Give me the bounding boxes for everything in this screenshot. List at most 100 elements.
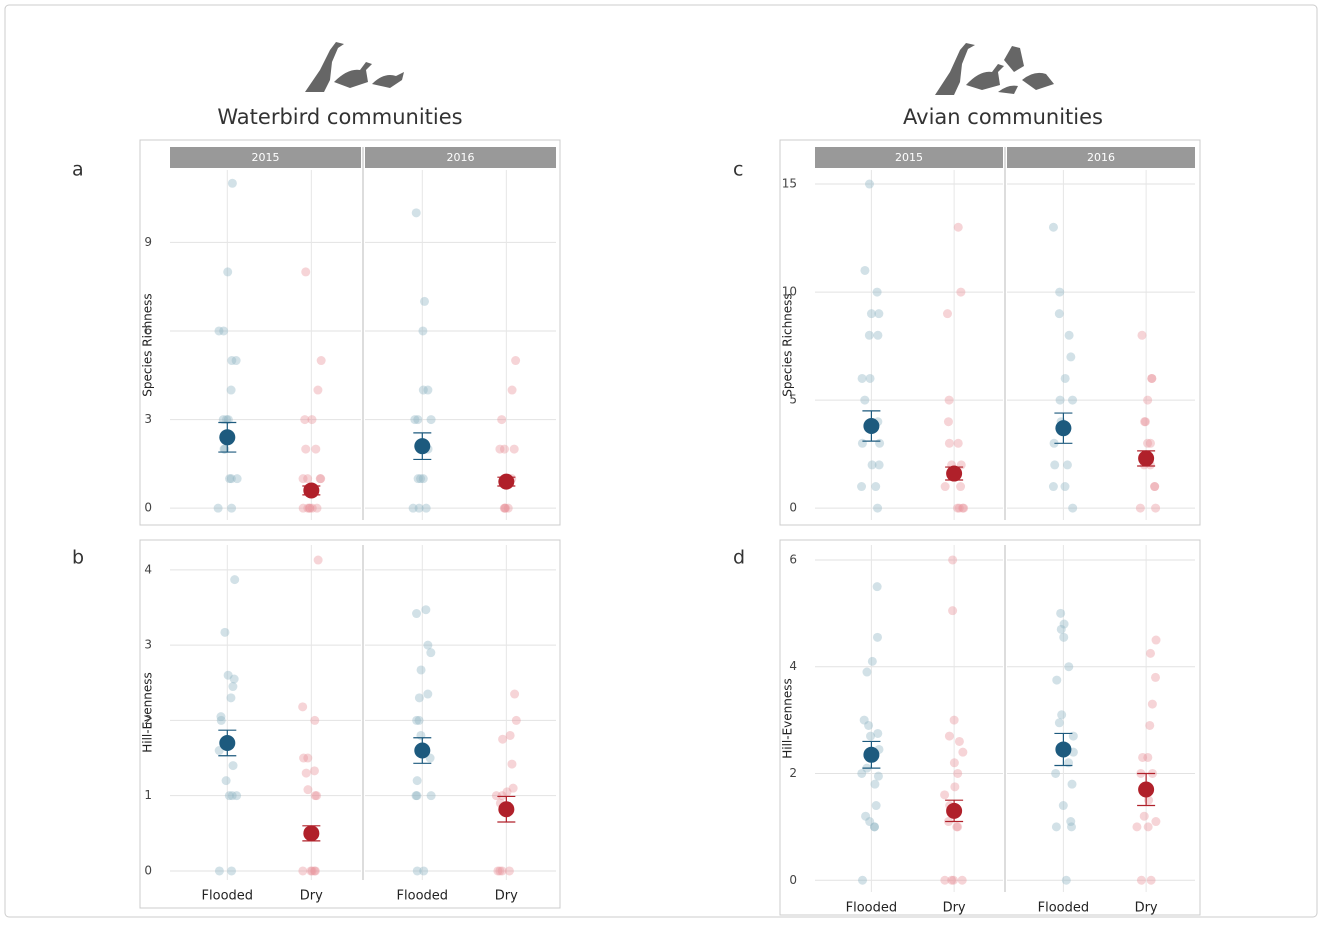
data-point bbox=[410, 415, 419, 424]
data-point bbox=[311, 445, 320, 454]
data-point bbox=[958, 748, 967, 757]
data-point bbox=[227, 386, 236, 395]
data-point bbox=[420, 297, 429, 306]
data-point bbox=[1143, 439, 1152, 448]
data-point bbox=[301, 445, 310, 454]
y-tick-label: 15 bbox=[782, 177, 797, 191]
data-point bbox=[866, 732, 875, 741]
data-point bbox=[1132, 822, 1141, 831]
data-point bbox=[944, 417, 953, 426]
data-point bbox=[223, 267, 232, 276]
x-tick-label: Flooded bbox=[846, 901, 898, 916]
data-point bbox=[864, 721, 873, 730]
data-point bbox=[945, 732, 954, 741]
data-point bbox=[1152, 636, 1161, 645]
data-point bbox=[510, 445, 519, 454]
data-point bbox=[1052, 822, 1061, 831]
data-point bbox=[949, 876, 958, 885]
data-point bbox=[868, 657, 877, 666]
data-point bbox=[858, 374, 867, 383]
data-point bbox=[1147, 374, 1156, 383]
data-point bbox=[1057, 625, 1066, 634]
y-tick-label: 10 bbox=[782, 285, 797, 299]
data-point bbox=[1059, 633, 1068, 642]
data-point bbox=[1065, 331, 1074, 340]
data-point bbox=[1148, 700, 1157, 709]
data-point bbox=[1136, 504, 1145, 513]
data-point bbox=[303, 785, 312, 794]
mean-point bbox=[219, 429, 235, 445]
y-tick-label: 2 bbox=[144, 713, 152, 727]
data-point bbox=[1150, 482, 1159, 491]
data-point bbox=[1056, 609, 1065, 618]
data-point bbox=[940, 790, 949, 799]
data-point bbox=[956, 288, 965, 297]
data-point bbox=[219, 326, 228, 335]
mean-point bbox=[1055, 420, 1071, 436]
data-point bbox=[950, 758, 959, 767]
data-point bbox=[950, 782, 959, 791]
data-point bbox=[1051, 769, 1060, 778]
data-point bbox=[306, 866, 315, 875]
data-point bbox=[867, 309, 876, 318]
data-point bbox=[311, 791, 320, 800]
data-point bbox=[507, 760, 516, 769]
data-point bbox=[227, 356, 236, 365]
data-point bbox=[1050, 460, 1059, 469]
panel-label: a bbox=[72, 159, 84, 181]
data-point bbox=[227, 866, 236, 875]
data-point bbox=[313, 386, 322, 395]
data-point bbox=[1055, 309, 1064, 318]
data-point bbox=[409, 504, 418, 513]
data-point bbox=[871, 482, 880, 491]
data-point bbox=[1143, 396, 1152, 405]
data-point bbox=[413, 866, 422, 875]
data-point bbox=[310, 716, 319, 725]
data-point bbox=[510, 690, 519, 699]
data-point bbox=[870, 780, 879, 789]
bird-silhouette bbox=[935, 43, 975, 95]
data-point bbox=[418, 326, 427, 335]
data-point bbox=[298, 866, 307, 875]
data-point bbox=[860, 266, 869, 275]
data-point bbox=[943, 309, 952, 318]
bird-silhouette bbox=[305, 42, 344, 92]
panel-frame bbox=[780, 540, 1200, 915]
data-point bbox=[862, 668, 871, 677]
data-point bbox=[508, 386, 517, 395]
data-point bbox=[421, 605, 430, 614]
data-point bbox=[1066, 352, 1075, 361]
data-point bbox=[412, 791, 421, 800]
x-tick-label: Dry bbox=[495, 889, 518, 904]
bird-silhouette bbox=[998, 86, 1018, 94]
data-point bbox=[1055, 288, 1064, 297]
data-point bbox=[1056, 396, 1065, 405]
group-title: Waterbird communities bbox=[217, 105, 462, 129]
y-tick-label: 5 bbox=[789, 393, 797, 407]
data-point bbox=[945, 439, 954, 448]
data-point bbox=[300, 415, 309, 424]
mean-point bbox=[303, 482, 319, 498]
mean-point bbox=[219, 735, 235, 751]
data-point bbox=[412, 208, 421, 217]
y-tick-label: 1 bbox=[144, 788, 152, 802]
data-point bbox=[495, 445, 504, 454]
data-point bbox=[857, 769, 866, 778]
data-point bbox=[857, 482, 866, 491]
y-axis-label: Species Richness bbox=[781, 293, 795, 396]
data-point bbox=[1137, 876, 1146, 885]
data-point bbox=[1049, 482, 1058, 491]
y-axis-label: Hill-Evenness bbox=[781, 678, 795, 759]
bird-silhouette bbox=[1004, 46, 1024, 72]
data-point bbox=[1064, 662, 1073, 671]
data-point bbox=[870, 822, 879, 831]
mean-point bbox=[498, 801, 514, 817]
data-point bbox=[217, 716, 226, 725]
y-tick-label: 3 bbox=[144, 412, 152, 426]
data-point bbox=[873, 288, 882, 297]
data-point bbox=[1052, 676, 1061, 685]
data-point bbox=[1151, 504, 1160, 513]
data-point bbox=[426, 648, 435, 657]
data-point bbox=[422, 504, 431, 513]
data-point bbox=[1061, 374, 1070, 383]
